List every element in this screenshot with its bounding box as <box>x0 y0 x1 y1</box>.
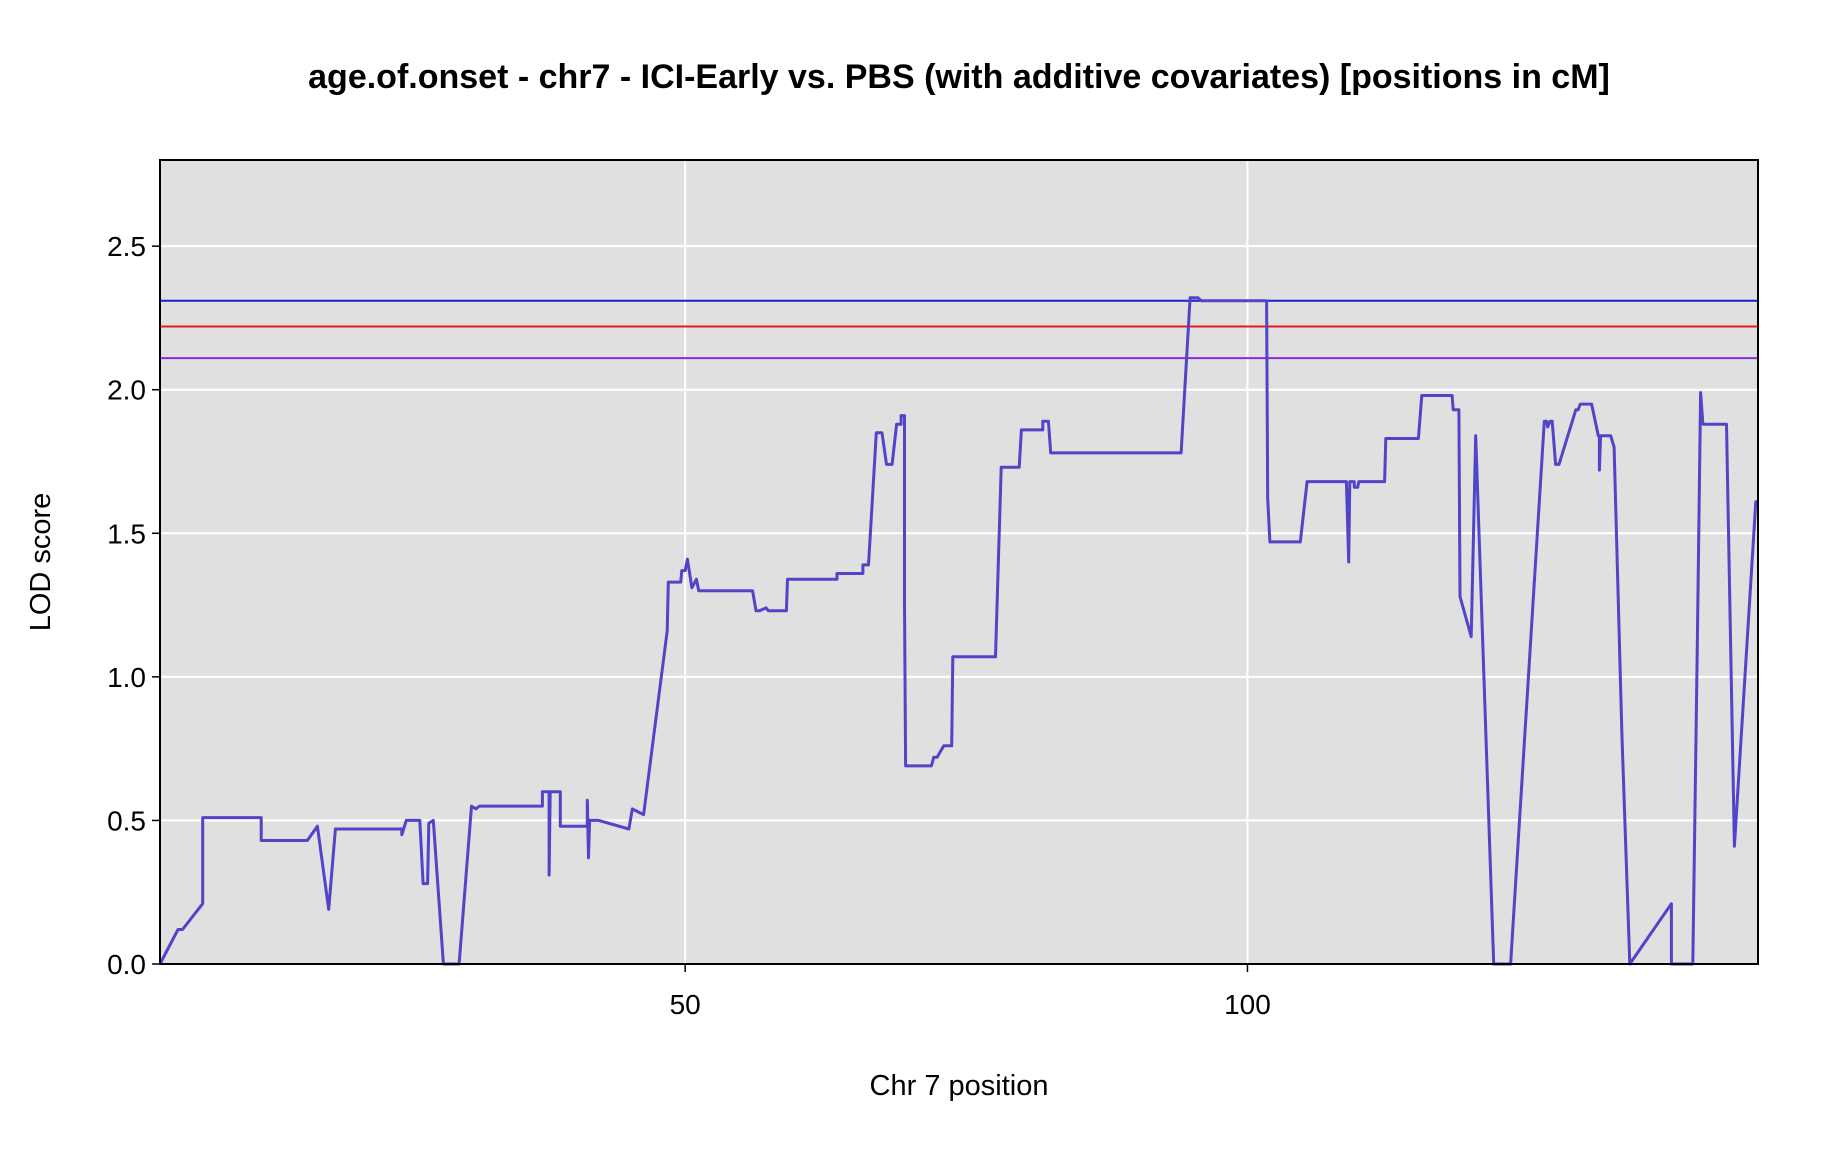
threshold-lines <box>160 299 1758 360</box>
y-tick-label: 2.5 <box>107 231 146 262</box>
chart-title: age.of.onset - chr7 - ICI-Early vs. PBS … <box>308 58 1610 96</box>
y-axis-ticks: 0.0 0.5 1.0 1.5 2.0 2.5 <box>107 231 160 980</box>
plot-background <box>160 160 1758 964</box>
y-tick-label: 1.5 <box>107 518 146 549</box>
y-tick-label: 1.0 <box>107 662 146 693</box>
lod-series-line <box>158 296 1758 966</box>
x-tick-label: 100 <box>1224 989 1271 1020</box>
y-axis-title: LOD score <box>25 493 57 632</box>
plot-border <box>159 159 1759 965</box>
x-tick-label: 50 <box>670 989 701 1020</box>
x-axis-title: Chr 7 position <box>870 1070 1049 1102</box>
y-tick-label: 2.0 <box>107 375 146 406</box>
y-tick-label: 0.0 <box>107 949 146 980</box>
y-tick-label: 0.5 <box>107 805 146 836</box>
x-axis-ticks: 50 100 <box>670 964 1271 1020</box>
